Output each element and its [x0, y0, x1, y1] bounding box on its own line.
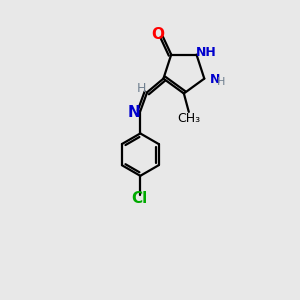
- Text: N: N: [128, 105, 140, 120]
- Text: Cl: Cl: [132, 191, 148, 206]
- Text: H: H: [137, 82, 147, 95]
- Text: H: H: [217, 76, 225, 87]
- Text: N: N: [210, 73, 220, 86]
- Text: CH₃: CH₃: [177, 112, 200, 125]
- Text: O: O: [151, 27, 164, 42]
- Text: NH: NH: [196, 46, 216, 59]
